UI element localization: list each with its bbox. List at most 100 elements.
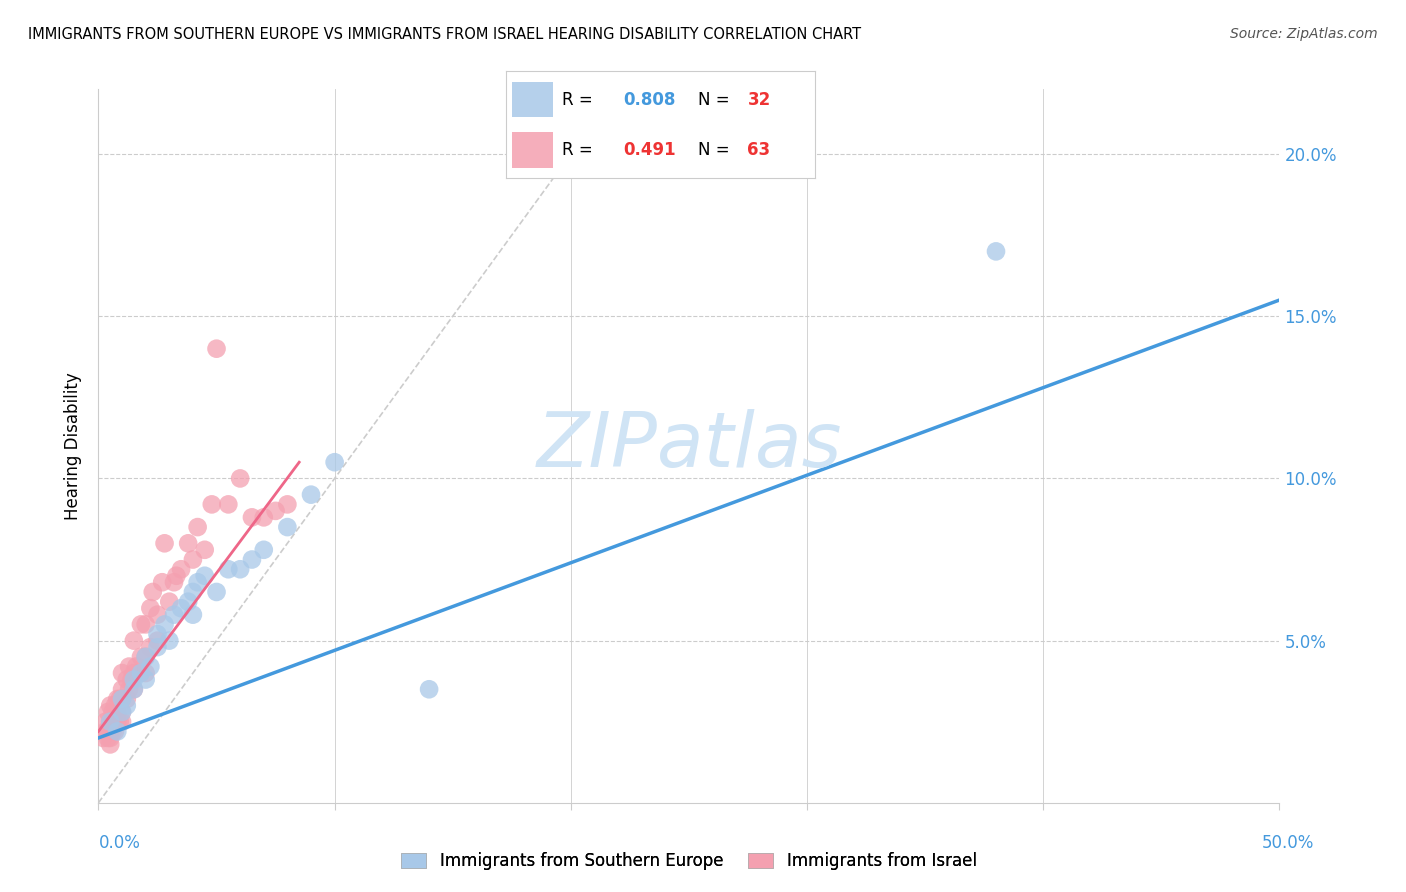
Text: ZIPatlas: ZIPatlas [536, 409, 842, 483]
Point [97, 731, 120, 745]
Point [229, 471, 252, 485]
Point [157, 633, 180, 648]
Point [135, 666, 157, 681]
Point [146, 633, 169, 648]
Point [135, 649, 157, 664]
Point [98, 724, 121, 739]
Point [146, 640, 169, 654]
Point [98, 714, 121, 729]
Point [129, 649, 152, 664]
Point [122, 682, 145, 697]
Point [105, 724, 128, 739]
Point [135, 673, 157, 687]
Y-axis label: Hearing Disability: Hearing Disability [65, 372, 83, 520]
Bar [512, 82, 553, 118]
Point [253, 542, 276, 557]
Text: 63: 63 [748, 141, 770, 159]
Point [217, 497, 239, 511]
Point [135, 617, 157, 632]
Point [205, 342, 228, 356]
Point [121, 673, 143, 687]
Point [115, 673, 138, 687]
Point [105, 705, 128, 719]
Point [187, 575, 209, 590]
Text: R =: R = [562, 141, 592, 159]
Text: N =: N = [697, 91, 730, 109]
Point [299, 488, 322, 502]
Point [94, 714, 117, 729]
Point [98, 698, 121, 713]
Point [94, 724, 117, 739]
Point [98, 714, 121, 729]
Point [111, 692, 134, 706]
Point [111, 714, 134, 729]
Point [129, 617, 152, 632]
Point [163, 607, 186, 622]
Point [139, 640, 162, 654]
Point [201, 497, 224, 511]
Point [91, 731, 114, 745]
Point [146, 607, 169, 622]
Point [101, 705, 124, 719]
Point [181, 552, 204, 566]
Point [104, 724, 127, 739]
Point [139, 659, 162, 673]
Point [217, 562, 239, 576]
Point [240, 552, 263, 566]
Point [205, 585, 228, 599]
Point [181, 585, 204, 599]
Point [129, 666, 152, 681]
Text: N =: N = [697, 141, 730, 159]
Point [111, 705, 134, 719]
Point [153, 536, 176, 550]
Point [984, 244, 1007, 259]
Point [108, 692, 131, 706]
Point [135, 649, 157, 664]
Point [323, 455, 346, 469]
Point [122, 633, 145, 648]
Point [229, 562, 252, 576]
Point [153, 617, 176, 632]
Point [101, 714, 124, 729]
Point [170, 562, 193, 576]
Text: Source: ZipAtlas.com: Source: ZipAtlas.com [1230, 27, 1378, 41]
Point [276, 520, 298, 534]
Text: 32: 32 [748, 91, 770, 109]
Point [194, 568, 217, 582]
Text: IMMIGRANTS FROM SOUTHERN EUROPE VS IMMIGRANTS FROM ISRAEL HEARING DISABILITY COR: IMMIGRANTS FROM SOUTHERN EUROPE VS IMMIG… [28, 27, 862, 42]
Point [276, 497, 298, 511]
Point [105, 714, 128, 729]
Point [111, 666, 134, 681]
Point [111, 705, 134, 719]
Bar [512, 132, 553, 168]
Point [146, 627, 169, 641]
Point [97, 705, 120, 719]
Point [125, 659, 148, 673]
Point [111, 682, 134, 697]
Point [177, 595, 200, 609]
Text: 0.808: 0.808 [624, 91, 676, 109]
Point [98, 738, 121, 752]
Point [194, 542, 217, 557]
Point [118, 682, 141, 697]
Point [115, 692, 138, 706]
Point [165, 568, 187, 582]
Point [240, 510, 263, 524]
Text: 0.491: 0.491 [624, 141, 676, 159]
Point [157, 595, 180, 609]
Point [122, 682, 145, 697]
Point [187, 520, 209, 534]
Text: R =: R = [562, 91, 592, 109]
Point [98, 731, 121, 745]
Point [108, 714, 131, 729]
Point [253, 510, 276, 524]
Point [418, 682, 440, 697]
Point [101, 724, 124, 739]
Point [104, 698, 127, 713]
Point [170, 601, 193, 615]
Point [111, 692, 134, 706]
Text: 0.0%: 0.0% [98, 834, 141, 852]
Point [163, 575, 186, 590]
Point [142, 585, 165, 599]
Point [177, 536, 200, 550]
